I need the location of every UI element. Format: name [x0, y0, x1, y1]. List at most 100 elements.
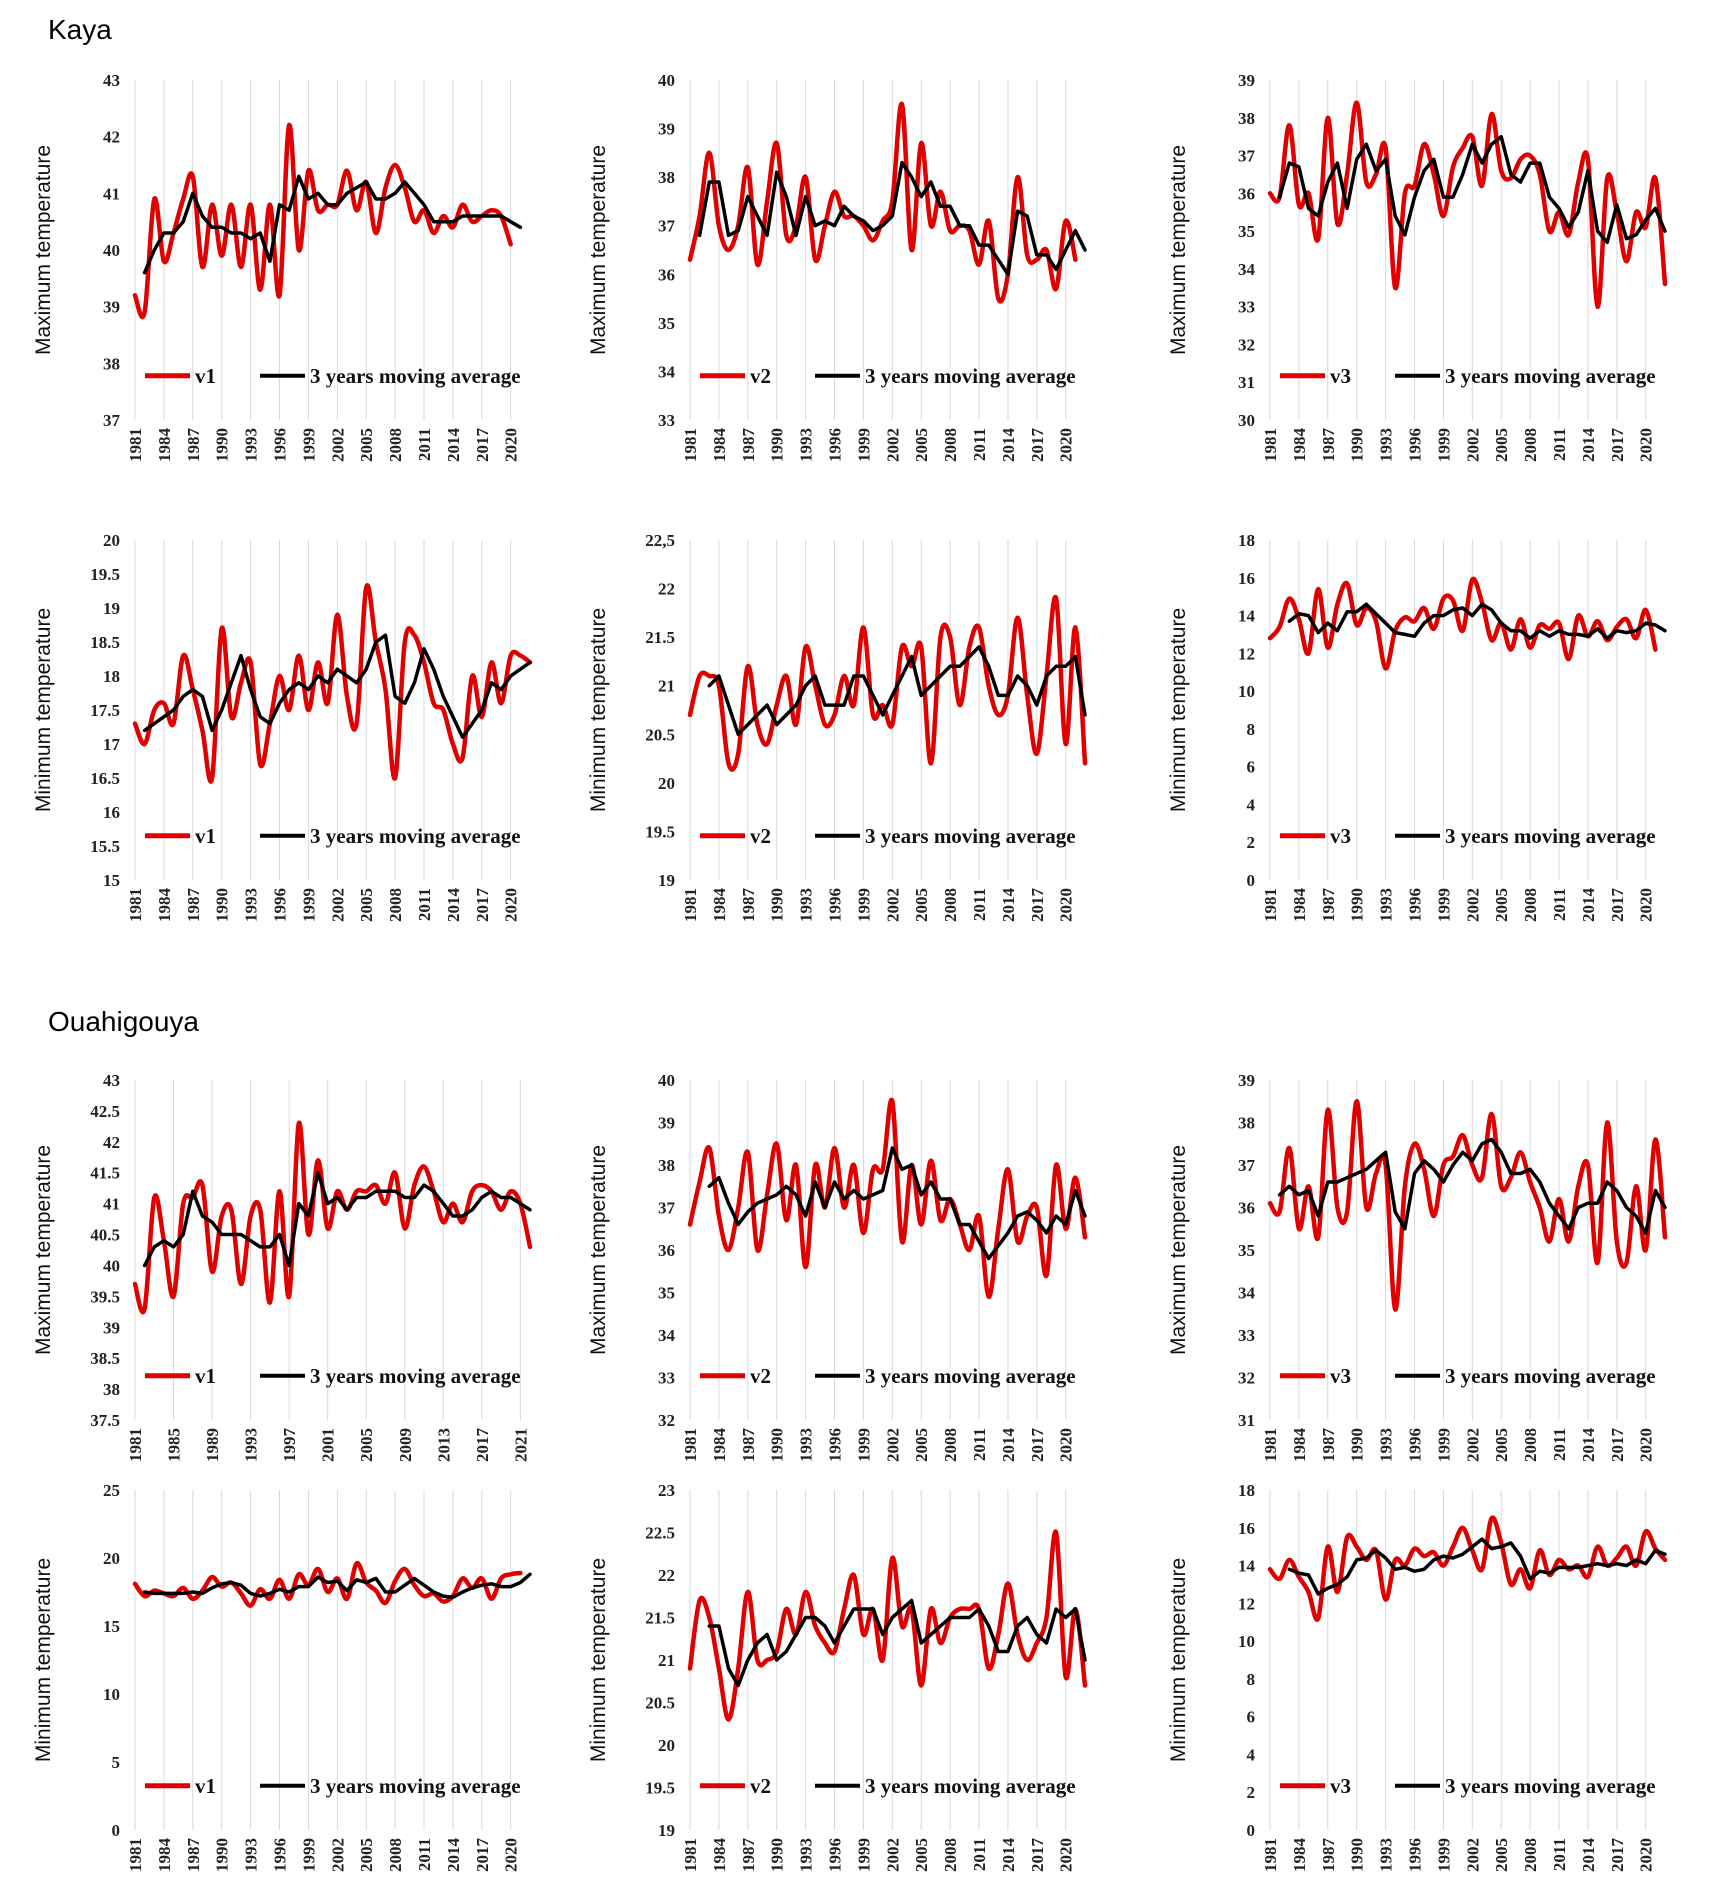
x-tick-label: 2017	[1028, 888, 1047, 923]
y-tick-label: 35	[658, 314, 675, 333]
y-tick-label: 38	[658, 168, 675, 187]
y-tick-label: 22	[658, 580, 675, 599]
legend-label: v1	[195, 1364, 216, 1388]
y-tick-label: 21.5	[645, 1609, 675, 1628]
y-axis-label: Maximum temperature	[587, 145, 610, 355]
x-tick-label: 1993	[242, 888, 261, 922]
x-tick-label: 2020	[502, 428, 521, 462]
series-line-v2	[687, 594, 1088, 772]
series-line-moving-average	[1287, 602, 1667, 640]
x-tick-label: 1987	[1319, 1428, 1338, 1463]
y-tick-label: 16.5	[90, 769, 120, 788]
x-tick-label: 2011	[970, 1428, 989, 1461]
legend-label: 3 years moving average	[310, 1364, 521, 1388]
x-tick-label: 2002	[883, 888, 902, 922]
legend-label: 3 years moving average	[310, 364, 521, 388]
legend-label: 3 years moving average	[1445, 364, 1656, 388]
y-tick-label: 35	[658, 1284, 675, 1303]
y-tick-label: 36	[1238, 1199, 1255, 1218]
y-tick-label: 10	[1238, 1632, 1255, 1651]
x-tick-label: 1999	[854, 428, 873, 462]
y-tick-label: 34	[658, 1326, 676, 1345]
y-tick-label: 37.5	[90, 1411, 120, 1430]
y-tick-label: 38.5	[90, 1349, 120, 1368]
x-tick-label: 1981	[681, 1838, 700, 1872]
chart-10: 0 5 10 15 20 25 1981 1984 1987 1990 1993 1996 1999 20…	[32, 1481, 532, 1873]
x-tick-label: 1990	[1348, 428, 1367, 462]
y-tick-label: 33	[658, 411, 675, 430]
series-line-v2	[687, 1529, 1088, 1722]
x-tick-label: 1993	[1377, 428, 1396, 462]
x-tick-label: 2017	[473, 1838, 492, 1873]
x-tick-label: 1981	[126, 428, 145, 462]
y-tick-label: 39	[1238, 71, 1255, 90]
y-tick-label: 15	[103, 871, 120, 890]
chart-11: 19 19.5 20 20.5 21 21.5 22 22.5 23 1981 1984 1987 19…	[587, 1481, 1088, 1873]
y-tick-label: 18	[103, 667, 120, 686]
y-tick-label: 8	[1247, 1670, 1256, 1689]
y-tick-label: 31	[1238, 1411, 1255, 1430]
x-tick-label: 2014	[999, 888, 1018, 923]
x-tick-label: 1996	[271, 1838, 290, 1872]
y-tick-label: 39	[658, 120, 675, 139]
y-tick-label: 40	[658, 1071, 675, 1090]
y-tick-label: 22.5	[645, 1524, 675, 1543]
x-tick-label: 2017	[473, 428, 492, 463]
y-tick-label: 19	[658, 871, 675, 890]
x-tick-label: 1981	[126, 888, 145, 922]
chart-1: 37 38 39 40 41 42 43 1981 1984 1987 1990 1993 1996 19…	[32, 71, 523, 463]
chart-3: 30 31 32 33 34 35 36 37 38 39 1981 1984 1987 1990 1993…	[1167, 71, 1668, 463]
x-tick-label: 2020	[1057, 1428, 1076, 1462]
x-tick-label: 1999	[1434, 428, 1453, 462]
x-tick-label: 1981	[681, 428, 700, 462]
x-tick-label: 2005	[357, 1428, 376, 1462]
x-tick-label: 1999	[1434, 888, 1453, 922]
y-tick-label: 19	[103, 599, 120, 618]
x-tick-label: 2005	[912, 1838, 931, 1872]
x-tick-label: 1993	[242, 428, 261, 462]
x-tick-label: 2002	[1463, 888, 1482, 922]
x-tick-label: 1987	[184, 428, 203, 463]
y-tick-label: 12	[1238, 644, 1255, 663]
y-axis-label: Minimum temperature	[32, 1558, 55, 1762]
x-tick-label: 1981	[681, 1428, 700, 1462]
x-tick-label: 1990	[1348, 888, 1367, 922]
series-line-moving-average	[142, 1170, 532, 1268]
x-tick-label: 1996	[826, 888, 845, 922]
x-tick-label: 2009	[396, 1428, 415, 1462]
y-tick-label: 2	[1247, 1783, 1256, 1802]
x-tick-label: 2011	[415, 428, 434, 461]
x-tick-label: 1987	[739, 1838, 758, 1873]
y-tick-label: 32	[658, 1411, 675, 1430]
legend-label: v2	[750, 1364, 771, 1388]
y-tick-label: 37	[103, 411, 121, 430]
x-tick-label: 1993	[797, 888, 816, 922]
chart-6: 0 2 4 6 8 10 12 14 16 18 1981 1984 1987 1990 1993 1996 1…	[1167, 531, 1667, 922]
x-tick-label: 2002	[883, 428, 902, 462]
chart-9: 31 32 33 34 35 36 37 38 39 1981 1984 1987 1990 1993 19…	[1167, 1071, 1668, 1463]
y-tick-label: 40	[658, 71, 675, 90]
x-tick-label: 2011	[1550, 1428, 1569, 1461]
y-tick-label: 31	[1238, 373, 1255, 392]
y-tick-label: 17.5	[90, 701, 120, 720]
y-tick-label: 35	[1238, 222, 1255, 241]
x-tick-label: 2011	[1550, 1838, 1569, 1871]
x-tick-label: 1993	[797, 1838, 816, 1872]
y-tick-label: 15.5	[90, 837, 120, 856]
x-tick-label: 2005	[357, 428, 376, 462]
chart-2: 33 34 35 36 37 38 39 40 1981 1984 1987 1990 1993 1996…	[587, 71, 1087, 463]
x-tick-label: 2020	[1057, 428, 1076, 462]
x-tick-label: 2002	[1463, 1838, 1482, 1872]
x-tick-label: 2017	[1028, 428, 1047, 463]
x-tick-label: 2011	[415, 888, 434, 921]
y-tick-label: 0	[112, 1821, 121, 1840]
y-tick-label: 40	[103, 241, 120, 260]
x-tick-label: 1996	[1406, 1838, 1425, 1872]
y-tick-label: 22,5	[645, 531, 675, 550]
y-axis-label: Maximum temperature	[1167, 1145, 1190, 1355]
x-tick-label: 1984	[1290, 428, 1309, 463]
legend-label: v3	[1330, 1774, 1351, 1798]
legend-label: v3	[1330, 364, 1351, 388]
x-tick-label: 2020	[1637, 1838, 1656, 1872]
x-tick-label: 1987	[1319, 428, 1338, 463]
